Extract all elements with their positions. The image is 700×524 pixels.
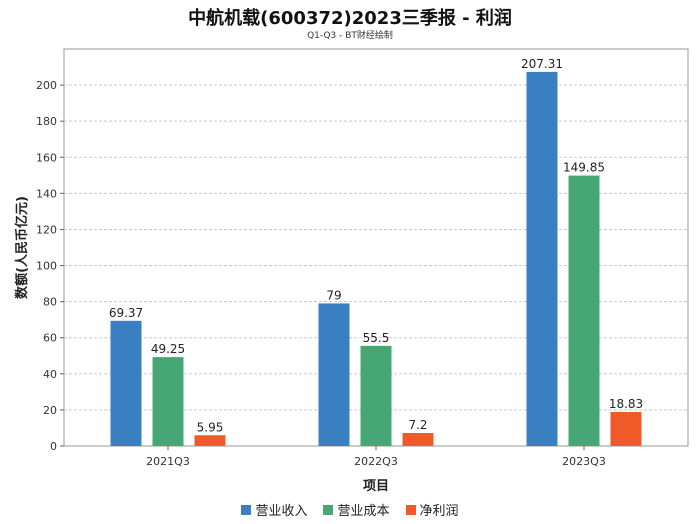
bar xyxy=(610,412,642,446)
x-tick-label: 2023Q3 xyxy=(562,455,606,468)
y-tick-label: 60 xyxy=(43,332,57,345)
y-tick-label: 40 xyxy=(43,368,57,381)
y-tick-label: 20 xyxy=(43,404,57,417)
data-label: 79 xyxy=(326,288,341,302)
data-label: 49.25 xyxy=(151,342,185,356)
bar xyxy=(152,357,184,446)
legend-item-revenue: 营业收入 xyxy=(241,500,307,519)
y-tick-label: 200 xyxy=(36,79,57,92)
x-tick-label: 2021Q3 xyxy=(146,455,190,468)
legend-item-cost: 营业成本 xyxy=(323,500,390,519)
data-label: 7.2 xyxy=(408,418,427,432)
data-label: 18.83 xyxy=(609,397,643,411)
legend-label-net-profit: 净利润 xyxy=(419,504,459,519)
y-tick-label: 120 xyxy=(36,223,57,236)
legend-swatch-net-profit xyxy=(405,504,416,515)
y-tick-label: 160 xyxy=(36,151,57,164)
y-axis-title: 数额(人民币亿元) xyxy=(14,196,30,299)
x-tick-label: 2022Q3 xyxy=(354,455,398,468)
bar xyxy=(568,175,600,446)
bar-chart: 0 20 40 60 80 100 120 140 160 180 200 69.37 49.25 5.9… xyxy=(14,48,689,494)
chart-title: 中航机载(600372)2023三季报 - 利润 xyxy=(188,8,512,29)
bar xyxy=(360,345,392,446)
y-tick-label: 0 xyxy=(50,440,57,453)
legend-swatch-revenue xyxy=(241,504,252,515)
legend-label-cost: 营业成本 xyxy=(337,504,390,519)
bar xyxy=(402,433,434,446)
data-label: 55.5 xyxy=(363,331,390,345)
legend-swatch-cost xyxy=(323,504,334,515)
y-tick-label: 100 xyxy=(36,260,57,273)
legend-label-revenue: 营业收入 xyxy=(255,504,308,519)
data-label: 69.37 xyxy=(109,306,143,320)
data-label: 207.31 xyxy=(521,57,563,71)
y-tick-label: 140 xyxy=(36,187,57,200)
y-tick-label: 180 xyxy=(36,115,57,128)
legend-item-net-profit: 净利润 xyxy=(405,500,459,519)
bar xyxy=(526,71,558,446)
bar xyxy=(318,303,350,446)
bar xyxy=(110,320,142,446)
data-label: 149.85 xyxy=(563,161,605,175)
data-label: 5.95 xyxy=(197,420,224,434)
x-axis-title: 项目 xyxy=(363,479,389,494)
bar xyxy=(194,435,226,446)
y-tick-label: 80 xyxy=(43,296,57,309)
chart-subtitle: Q1-Q3 - BT财经绘制 xyxy=(307,31,393,41)
legend: 营业收入 营业成本 净利润 xyxy=(0,500,700,519)
